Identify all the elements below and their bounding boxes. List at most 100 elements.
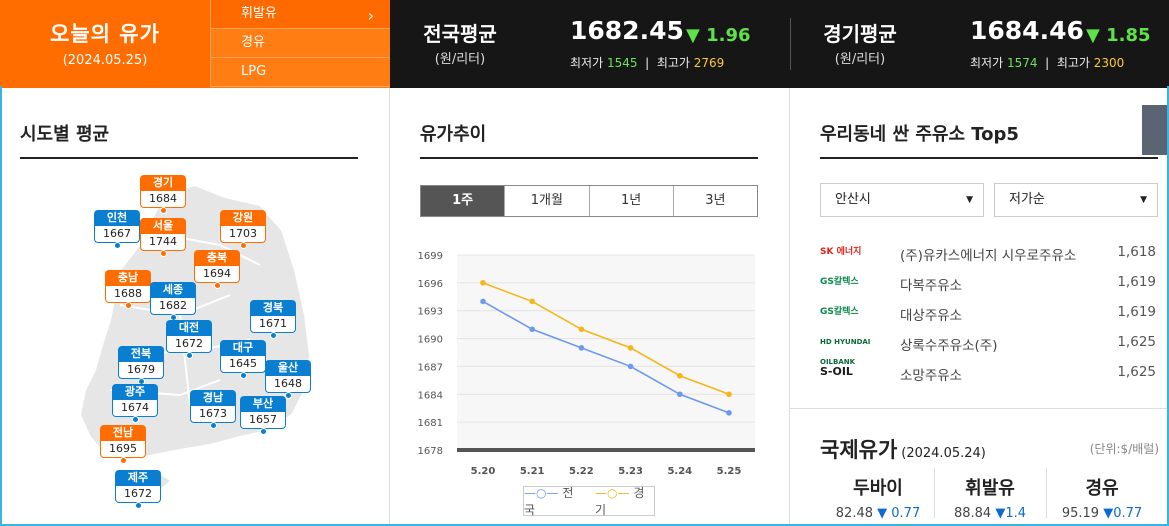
data-point[interactable] [726,391,732,398]
gyeonggi-minmax: 최저가 1574 | 최고가 2300 [970,56,1125,70]
region-pin[interactable]: 세종 1682 [150,282,196,321]
region-price: 1667 [94,226,140,243]
region-pin[interactable]: 대전 1672 [166,320,212,359]
data-point[interactable] [677,372,683,379]
station-price: 1,625 [1117,364,1156,380]
region-pin[interactable]: 강원 1703 [220,210,266,249]
data-point[interactable] [529,326,535,333]
x-tick-label: 5.20 [471,466,496,477]
y-tick-label: 1690 [418,335,443,346]
tab-3-years[interactable]: 3년 [672,186,757,216]
region-name: 인천 [94,210,140,226]
region-pin[interactable]: 경남 1673 [190,390,236,429]
pin-dot-icon [131,416,139,423]
region-price: 1648 [265,376,311,393]
gs-caltex-logo-icon: GS칼텍스 [820,277,859,287]
region-price: 1744 [140,234,186,251]
region-price: 1695 [100,441,146,458]
region-pin[interactable]: 서울 1744 [140,218,186,257]
region-name: 부산 [240,396,286,412]
sk-energy-logo-icon: SK 에너지 [820,247,862,257]
intl-change: ▼1.4 [995,506,1027,521]
region-pin[interactable]: 부산 1657 [240,396,286,435]
intl-values: 95.19 ▼0.77 [1046,506,1158,521]
data-point[interactable] [578,326,585,333]
station-row[interactable]: GS칼텍스 대상주유소 1,619 [820,298,1158,328]
min-label: 최저가 [570,56,604,70]
scrollbar-thumb[interactable] [1142,105,1169,155]
region-pin[interactable]: 전남 1695 [100,425,146,464]
min-label: 최저가 [970,56,1004,70]
data-point[interactable] [627,345,634,351]
series-line [482,300,730,414]
region-pin[interactable]: 경기 1684 [140,175,186,214]
data-point[interactable] [627,363,634,370]
station-row[interactable]: SK 에너지 (주)유카스에너지 시우로주유소 1,618 [820,238,1158,268]
divider [790,408,1169,409]
legend-marker-icon: —○— [595,486,630,500]
intl-date: (2024.05.24) [901,446,986,461]
region-name: 울산 [265,360,311,376]
sort-select[interactable]: 저가순 ▼ [994,183,1158,217]
tab-1-week[interactable]: 1주 [421,186,505,216]
legend-item-gyeonggi[interactable]: —○— 경기 [595,484,654,518]
pin-dot-icon [119,457,127,464]
region-pin[interactable]: 대구 1645 [220,340,266,379]
region-pin[interactable]: 울산 1648 [265,360,311,399]
station-row[interactable]: GS칼텍스 다복주유소 1,619 [820,268,1158,298]
region-pin[interactable]: 광주 1674 [112,384,158,423]
intl-value: 82.48 [835,506,873,521]
intl-name: 두바이 [853,478,903,499]
tab-1-year[interactable]: 1년 [588,186,673,216]
region-name: 강원 [220,210,266,226]
region-name: 세종 [150,282,196,298]
max-value: 2300 [1093,56,1125,70]
station-row[interactable]: HD HYUNDAI OILBANK 상록수주유소(주) 1,625 [820,328,1158,366]
pin-dot-icon [269,332,277,339]
region-pin[interactable]: 충남 1688 [105,270,151,309]
city-select[interactable]: 안산시 ▼ [820,183,984,217]
region-price: 1672 [115,486,161,503]
data-point[interactable] [677,391,683,398]
data-point[interactable] [480,280,486,286]
region-pin[interactable]: 인천 1667 [94,210,140,249]
y-tick-label: 1693 [418,307,443,318]
region-name: 충남 [105,270,151,286]
sort-select-value: 저가순 [1009,192,1045,207]
min-value: 1545 [606,56,638,70]
region-price: 1679 [118,362,164,379]
series-line [482,282,730,396]
region-pin[interactable]: 충북 1694 [194,250,240,289]
fuel-tab-label: LPG [241,64,267,79]
fuel-tab-lpg[interactable]: LPG [210,58,390,87]
tab-1-month[interactable]: 1개월 [504,186,588,216]
intl-diesel: 경유 95.19 ▼0.77 [1046,474,1158,521]
pin-dot-icon [209,422,217,429]
legend-item-national[interactable]: —○— 전국 [524,484,583,518]
data-point[interactable] [529,298,535,305]
station-row[interactable]: S-OIL 소망주유소 1,625 [820,358,1158,388]
region-pin[interactable]: 제주 1672 [115,470,161,509]
legend-label: 전국 [524,486,574,517]
intl-dubai: 두바이 82.48 ▼ 0.77 [822,474,934,521]
max-label: 최고가 [656,56,690,70]
period-tabs: 1주 1개월 1년 3년 [420,185,758,217]
data-point[interactable] [480,298,486,305]
data-point[interactable] [578,345,585,351]
fuel-tab-diesel[interactable]: 경유 [210,29,390,58]
data-point[interactable] [726,410,732,416]
intl-name: 휘발유 [965,478,1015,499]
pin-dot-icon [239,242,247,249]
hd-oilbank-logo-icon: HD HYUNDAI OILBANK [820,338,871,366]
fuel-tab-gasoline[interactable]: 휘발유 › [210,0,390,29]
intl-unit: (단위:$/배럴) [1089,442,1159,456]
gs-caltex-logo-icon: GS칼텍스 [820,307,859,317]
x-tick-label: 5.23 [618,466,643,477]
region-pin[interactable]: 전북 1679 [118,346,164,385]
region-name: 전남 [100,425,146,441]
region-pin[interactable]: 경북 1671 [250,300,296,339]
y-tick-label: 1678 [418,446,443,457]
divider [1046,468,1047,518]
max-value: 2769 [693,56,725,70]
region-price: 1684 [140,191,186,208]
